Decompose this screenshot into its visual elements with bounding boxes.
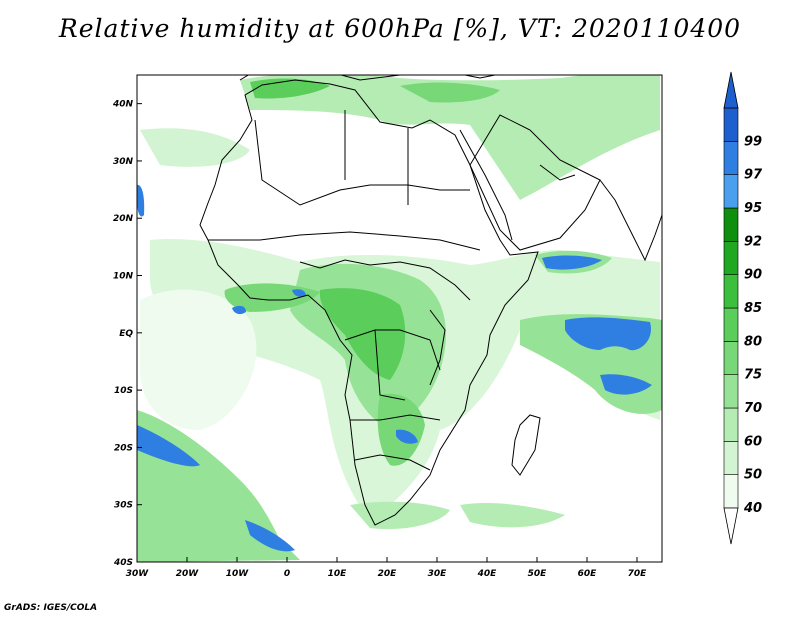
shade-blue-west-africa	[232, 305, 246, 315]
red-sea	[459, 129, 513, 241]
colorbar-label: 60	[744, 434, 762, 449]
lon-tick-label: 20W	[176, 569, 200, 579]
lon-tick-label: 50E	[528, 569, 548, 579]
border-south	[350, 414, 441, 471]
colorbar-label: 97	[744, 168, 763, 183]
border-congo	[344, 329, 441, 401]
map-title: Relative humidity at 600hPa [%], VT: 202…	[58, 14, 742, 43]
lon-tick-label: 10W	[226, 569, 250, 579]
lon-tick-label: 60E	[578, 569, 598, 579]
shade-south-indian	[460, 503, 565, 528]
map-frame	[136, 74, 663, 563]
colorbar-label: 95	[744, 201, 762, 216]
latitude-axis: 40N 30N 20N 10N EQ 10S 20S 30S 40S	[112, 100, 142, 568]
border-sahel	[208, 231, 481, 251]
lat-tick-label: 40N	[112, 100, 134, 110]
lon-tick-label: 40E	[477, 569, 498, 579]
lon-tick-label: 20E	[378, 569, 398, 579]
colorbar-swatch	[723, 407, 739, 442]
colorbar-label: 85	[744, 301, 762, 316]
shade-south-tip	[350, 501, 450, 530]
persian-gulf	[539, 164, 576, 181]
colorbar-label: 40	[743, 501, 762, 516]
lon-tick-label: 70E	[628, 569, 648, 579]
lat-tick-label: 30S	[114, 501, 133, 511]
shade-blue-botswana	[396, 429, 418, 444]
lon-tick-label: 0	[284, 569, 290, 579]
shade-blue-south-2	[245, 520, 295, 552]
lon-tick-label: 10E	[328, 569, 348, 579]
shade-nw-africa	[140, 128, 250, 167]
colorbar-swatch	[723, 174, 739, 209]
colorbar-label: 92	[744, 234, 762, 249]
africa-coastline	[199, 79, 539, 526]
shade-blue-west-edge	[137, 184, 145, 217]
shade-blue-south-atlantic	[137, 425, 200, 467]
shade-blue-arabian	[542, 255, 602, 270]
colorbar-label: 99	[744, 134, 762, 149]
madagascar	[511, 414, 541, 476]
shade-blue-ghana	[292, 289, 306, 297]
india-coast	[599, 179, 662, 262]
lat-tick-label: 20S	[114, 443, 133, 453]
colorbar-swatch	[723, 474, 739, 509]
border-sahara	[254, 119, 470, 206]
lat-tick-label: 40S	[113, 558, 133, 568]
colorbar-swatch	[723, 141, 739, 175]
colorbar-swatch	[723, 441, 739, 475]
colorbar-swatch	[723, 341, 739, 375]
shade-blue-indian	[565, 317, 651, 351]
longitude-axis: 30W 20W 10W 0 10E 20E 30E 40E 50E 60E 70E	[126, 557, 647, 579]
shade-mediterranean	[240, 75, 660, 200]
colorbar-swatch	[723, 241, 739, 275]
colorbar-label: 50	[744, 468, 762, 483]
lat-tick-label: EQ	[119, 329, 133, 339]
border-central	[299, 259, 471, 301]
colorbar-swatch	[723, 374, 739, 409]
colorbar-top-arrow	[723, 71, 739, 109]
colorbar-label: 70	[744, 401, 762, 416]
coastlines	[199, 75, 662, 526]
border-libya-egypt	[344, 110, 409, 205]
humidity-shading	[137, 75, 662, 562]
colorbar-label: 75	[744, 368, 762, 383]
shade-turkey	[400, 82, 500, 103]
arabia-coast	[469, 114, 601, 251]
colorbar-bottom-arrow	[723, 507, 739, 545]
colorbar-label: 90	[744, 268, 762, 283]
grads-credit: GrADS: IGES/COLA	[4, 603, 98, 613]
colorbar-swatch	[723, 307, 739, 342]
lon-tick-label: 30E	[428, 569, 448, 579]
lon-tick-label: 30W	[126, 569, 150, 579]
lat-tick-label: 20N	[113, 214, 134, 224]
colorbar: 40 50 60 70 75 80 85 90 92 95 97 99	[723, 71, 763, 545]
colorbar-swatch	[723, 274, 739, 309]
shade-atlantic-cloud	[140, 289, 257, 430]
colorbar-label: 80	[744, 334, 762, 349]
great-lakes	[429, 309, 446, 386]
colorbar-swatch	[723, 207, 739, 242]
lat-tick-label: 10S	[114, 386, 133, 396]
colorbar-swatch	[723, 107, 739, 142]
lat-tick-label: 10N	[113, 272, 134, 282]
lat-tick-label: 30N	[113, 157, 134, 167]
shade-blue-indian-2	[600, 374, 652, 395]
